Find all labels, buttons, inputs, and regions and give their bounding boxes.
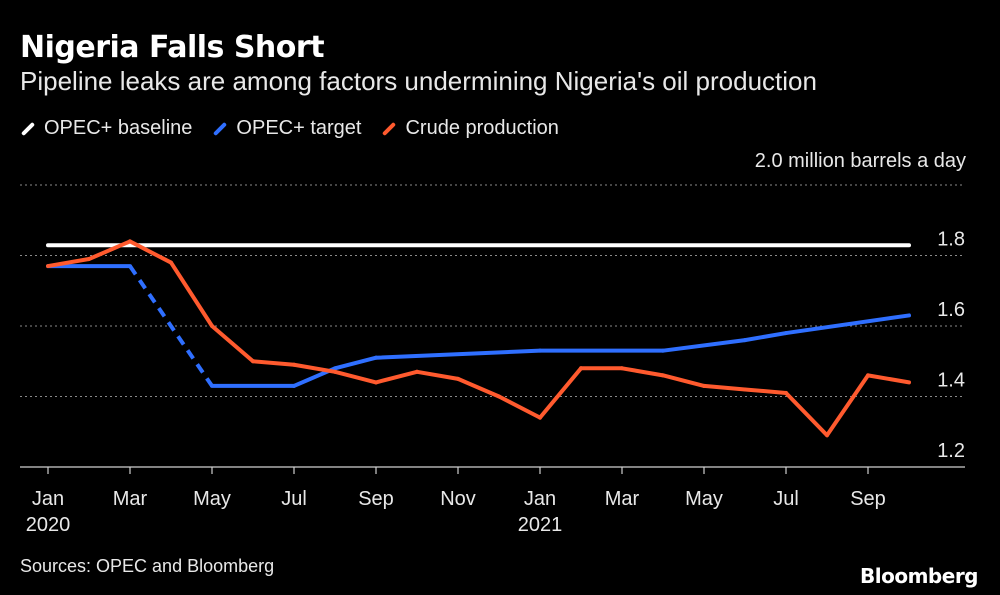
series-crude-production-segment-14 <box>620 366 665 378</box>
y-tick-label-1.4: 1.4 <box>937 370 965 392</box>
y-tick-label-1.8: 1.8 <box>937 229 965 251</box>
legend-item-production: Crude production <box>381 117 559 140</box>
y-tick-label-1.2: 1.2 <box>937 440 965 462</box>
series-crude-production-segment-17 <box>743 387 788 395</box>
series-crude-production-segment-9 <box>415 369 460 381</box>
series-opec-target-segment-7 <box>661 338 747 353</box>
x-tick-label-0: Jan <box>32 488 64 510</box>
x-tick-label-2: Mar <box>113 488 148 510</box>
legend-label-target: OPEC+ target <box>236 117 362 139</box>
series-crude-production-segment-11 <box>497 394 542 420</box>
series-crude-production-segment-12 <box>538 366 583 420</box>
x-tick-label-12: Jan <box>524 488 556 510</box>
x-tick-label-18: Jul <box>773 488 799 510</box>
series-crude-production-segment-7 <box>333 369 378 385</box>
series-opec-target-segment-8 <box>743 331 788 343</box>
series-crude-production-segment-16 <box>702 383 747 392</box>
x-tick-label-14: Mar <box>605 488 640 510</box>
x-tick-label-8: Sep <box>358 488 394 510</box>
source-note: Sources: OPEC and Bloomberg <box>20 556 275 576</box>
series-crude-production-segment-5 <box>251 359 296 367</box>
legend-label-production: Crude production <box>405 117 559 139</box>
legend-label-baseline: OPEC+ baseline <box>44 117 193 139</box>
x-tick-year-label-0: 2020 <box>26 514 71 536</box>
x-tick-label-6: Jul <box>281 488 307 510</box>
y-axis-unit-label: 2.0 million barrels a day <box>754 150 966 172</box>
series-crude-production-segment-19 <box>825 373 870 438</box>
series-crude-production-segment-4 <box>210 324 255 364</box>
chart-title: Nigeria Falls Short <box>20 30 325 65</box>
x-tick-label-10: Nov <box>440 488 476 510</box>
series-opec-target-segment-9 <box>784 313 911 336</box>
chart-subtitle: Pipeline leaks are among factors undermi… <box>20 66 817 96</box>
series-crude-production-segment-3 <box>169 260 214 328</box>
series-crude-production-segment-10 <box>456 376 501 399</box>
legend-item-baseline: OPEC+ baseline <box>20 117 192 140</box>
x-tick-label-20: Sep <box>850 488 886 510</box>
series-crude-production-segment-2 <box>128 239 173 265</box>
series-crude-production-segment-8 <box>374 369 419 385</box>
series-crude-production-segment-15 <box>661 373 706 388</box>
x-tick-label-4: May <box>193 488 231 510</box>
y-tick-label-1.6: 1.6 <box>937 299 965 321</box>
x-tick-label-16: May <box>685 488 723 510</box>
series-opec-target-segment-1 <box>128 264 214 388</box>
x-tick-year-label-12: 2021 <box>518 514 563 536</box>
series-opec-target-segment-4 <box>333 355 378 371</box>
series-opec-target-segment-5 <box>374 348 542 360</box>
legend: OPEC+ baseline OPEC+ target Crude produc… <box>20 117 579 140</box>
series-crude-production-segment-18 <box>784 390 829 438</box>
legend-item-target: OPEC+ target <box>212 117 361 140</box>
series-crude-production-segment-6 <box>292 362 337 374</box>
bloomberg-logo: Bloomberg <box>860 564 978 588</box>
series-crude-production-segment-20 <box>866 373 911 385</box>
series-crude-production-segment-1 <box>87 239 132 262</box>
series-crude-production-segment-0 <box>46 257 91 269</box>
